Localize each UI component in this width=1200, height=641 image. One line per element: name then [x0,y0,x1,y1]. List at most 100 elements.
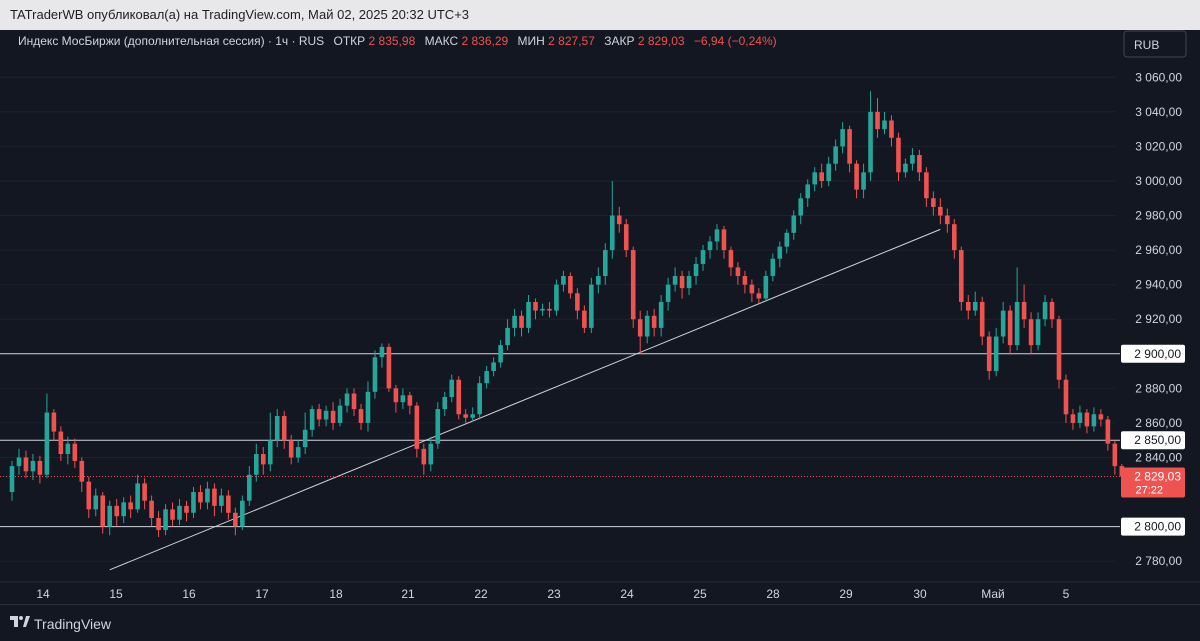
y-tick-label: 3 020,00 [1135,139,1182,153]
candle-body [672,276,678,285]
last-price-label: 2 829,03 [1134,469,1181,483]
legend-change: −6,94 (−0,24%) [694,34,777,48]
candle-54 [386,343,392,392]
candle-body [623,224,629,251]
candle-body [805,184,811,199]
candle-body [596,276,601,285]
candle-75 [533,298,538,320]
trendline-layer [109,228,941,571]
candle-body [344,393,350,406]
candle-107 [756,288,762,304]
y-tick-label: 2 780,00 [1135,554,1182,568]
candle-body [986,336,992,372]
candle-102 [721,225,727,259]
candle-34 [247,466,252,506]
candle-47 [337,398,343,427]
candle-2 [23,450,29,479]
candle-44 [316,403,322,427]
candle-body [1105,419,1111,444]
candle-28 [205,481,210,510]
candle-132 [931,191,936,216]
candle-body [393,388,399,403]
candle-84 [596,267,601,294]
candle-body [93,495,99,510]
candle-body [589,284,594,328]
candle-body [330,410,336,423]
candle-12 [93,488,99,517]
chart-area[interactable]: 2 900,00 2 850,00 2 800,00 2 829,03 27:22 3 … [0,30,1200,604]
candle-71 [505,319,510,351]
candle-body [714,229,720,242]
candle-body [1070,414,1076,423]
legend-open-value: 2 835,98 [369,34,416,48]
candle-body [491,362,496,372]
candle-0 [9,460,15,501]
candle-body [79,460,85,482]
candle-93 [658,295,664,337]
candle-123 [868,91,873,181]
candle-33 [240,495,245,531]
candle-body [826,163,831,181]
candle-115 [812,167,817,192]
candle-43 [309,405,315,437]
x-tick-label: 17 [255,587,269,601]
candle-body [365,391,371,423]
candle-body [428,443,434,465]
x-tick-label: 29 [839,587,853,601]
candle-18 [135,474,140,513]
candle-10 [79,457,85,493]
candle-body [177,505,182,520]
candle-122 [861,163,866,199]
candle-body [700,250,706,264]
candle-body [288,440,294,458]
candle-21 [156,511,161,537]
candle-100 [707,236,713,259]
candle-body [247,474,252,501]
candle-73 [519,310,524,337]
candle-body [16,457,22,467]
candle-65 [463,409,468,423]
candle-125 [882,111,887,135]
candle-body [798,198,804,216]
candle-body [637,319,643,337]
candle-body [351,393,357,410]
candle-body [414,405,420,449]
candle-body [121,502,126,517]
candle-body [603,250,608,277]
candle-112 [791,210,797,240]
candle-body [107,505,113,527]
candle-body [791,215,797,233]
x-tick-label: 14 [36,587,50,601]
candle-body [882,120,887,130]
candle-92 [651,308,657,337]
candle-body [316,409,322,420]
publish-bar: TATraderWB опубликовал(а) на TradingView… [0,0,1200,30]
level-label-box-0 [1121,344,1185,363]
candle-19 [142,478,147,510]
candle-body [993,336,999,372]
candle-body [749,284,755,294]
candle-149 [1049,298,1055,328]
candle-66 [470,407,475,422]
last-price-box [1121,467,1185,498]
publish-text: TATraderWB опубликовал(а) на TradingView… [10,7,470,22]
candle-body [205,488,210,503]
candle-41 [295,440,301,463]
candle-body [505,327,510,346]
candle-body [609,215,615,251]
candle-body [372,357,378,392]
candle-89 [630,246,636,328]
y-tick-label: 2 960,00 [1135,243,1182,257]
candle-body [484,371,489,384]
candle-91 [644,310,650,344]
candle-27 [198,485,203,510]
currency-button[interactable]: RUB [1123,30,1187,58]
candle-99 [700,244,706,271]
candle-68 [484,365,489,389]
candle-body [910,155,915,164]
candle-body [1119,466,1125,477]
level-label-2: 2 800,00 [1134,520,1181,534]
candle-146 [1028,312,1034,354]
footer-brand: TradingView [34,616,112,632]
